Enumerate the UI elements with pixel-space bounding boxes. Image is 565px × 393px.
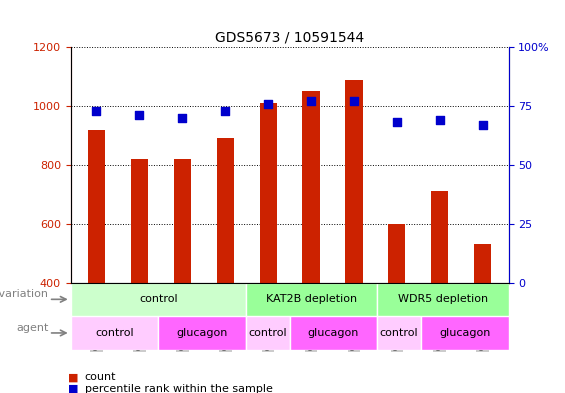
Text: control: control <box>139 294 177 304</box>
Bar <box>388 224 406 393</box>
Text: count: count <box>85 372 116 382</box>
FancyBboxPatch shape <box>377 316 421 350</box>
FancyBboxPatch shape <box>71 283 246 316</box>
FancyBboxPatch shape <box>289 316 377 350</box>
FancyBboxPatch shape <box>246 283 377 316</box>
Bar <box>431 191 449 393</box>
Point <box>306 98 315 105</box>
Bar <box>88 130 105 393</box>
Bar <box>173 159 191 393</box>
Title: GDS5673 / 10591544: GDS5673 / 10591544 <box>215 31 364 44</box>
Text: control: control <box>249 328 287 338</box>
FancyBboxPatch shape <box>158 316 246 350</box>
Text: glucagon: glucagon <box>176 328 228 338</box>
Point <box>178 115 187 121</box>
FancyBboxPatch shape <box>246 316 289 350</box>
Text: genotype/variation: genotype/variation <box>0 289 49 299</box>
Text: control: control <box>380 328 418 338</box>
FancyBboxPatch shape <box>71 316 158 350</box>
Bar <box>259 103 277 393</box>
Point <box>478 122 487 128</box>
Bar <box>131 159 148 393</box>
Point <box>264 101 273 107</box>
Text: ■: ■ <box>68 384 79 393</box>
Text: glucagon: glucagon <box>439 328 490 338</box>
Bar <box>345 79 363 393</box>
Text: KAT2B depletion: KAT2B depletion <box>266 294 357 304</box>
Text: agent: agent <box>16 323 49 333</box>
Point <box>392 119 401 126</box>
Bar <box>302 91 320 393</box>
Bar <box>216 138 234 393</box>
FancyBboxPatch shape <box>377 283 508 316</box>
Text: glucagon: glucagon <box>308 328 359 338</box>
Point <box>435 117 444 123</box>
Text: ■: ■ <box>68 372 79 382</box>
Point <box>135 112 144 119</box>
Text: WDR5 depletion: WDR5 depletion <box>398 294 488 304</box>
Point <box>92 108 101 114</box>
FancyBboxPatch shape <box>421 316 508 350</box>
Point <box>349 98 358 105</box>
Text: control: control <box>95 328 134 338</box>
Point <box>221 108 230 114</box>
Text: percentile rank within the sample: percentile rank within the sample <box>85 384 273 393</box>
Bar <box>474 244 492 393</box>
